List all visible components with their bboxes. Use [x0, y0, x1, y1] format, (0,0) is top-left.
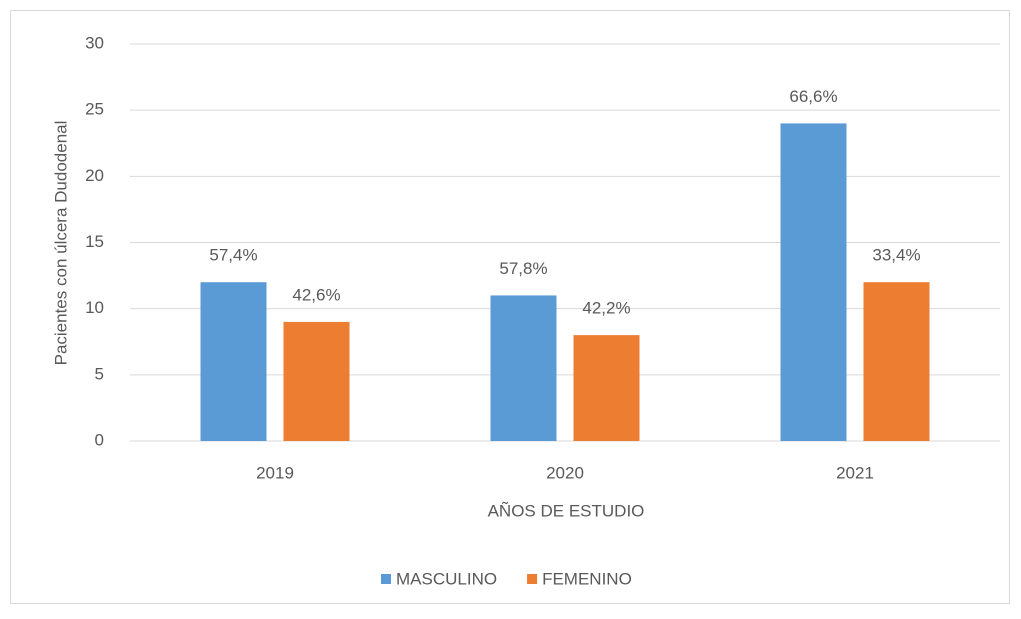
y-tick-label: 20 [85, 166, 104, 185]
x-tick-label: 2020 [546, 463, 584, 482]
legend-label: FEMENINO [542, 569, 632, 588]
data-label: 57,4% [209, 246, 257, 265]
bar [283, 321, 350, 441]
x-tick-label: 2021 [836, 463, 874, 482]
y-tick-label: 30 [85, 33, 104, 52]
y-tick-label: 10 [85, 298, 104, 317]
y-tick-label: 25 [85, 100, 104, 119]
data-label: 42,6% [292, 285, 340, 304]
data-label: 57,8% [499, 259, 547, 278]
legend-swatch [381, 574, 391, 584]
data-label: 42,2% [582, 299, 630, 318]
bar [863, 282, 930, 441]
bar [200, 282, 267, 441]
bar [490, 295, 557, 441]
legend-label: MASCULINO [396, 569, 497, 588]
bar [573, 335, 640, 441]
y-tick-label: 0 [95, 430, 104, 449]
legend-swatch [527, 574, 538, 584]
x-axis-title: AÑOS DE ESTUDIO [488, 501, 645, 520]
x-tick-label: 2019 [256, 463, 294, 482]
data-label: 66,6% [789, 87, 837, 106]
data-label: 33,4% [872, 246, 920, 265]
y-tick-label: 15 [85, 232, 104, 251]
y-axis-title: Pacientes con úlcera Dudodenal [51, 121, 70, 366]
bar [780, 123, 847, 442]
y-tick-label: 5 [95, 364, 104, 383]
